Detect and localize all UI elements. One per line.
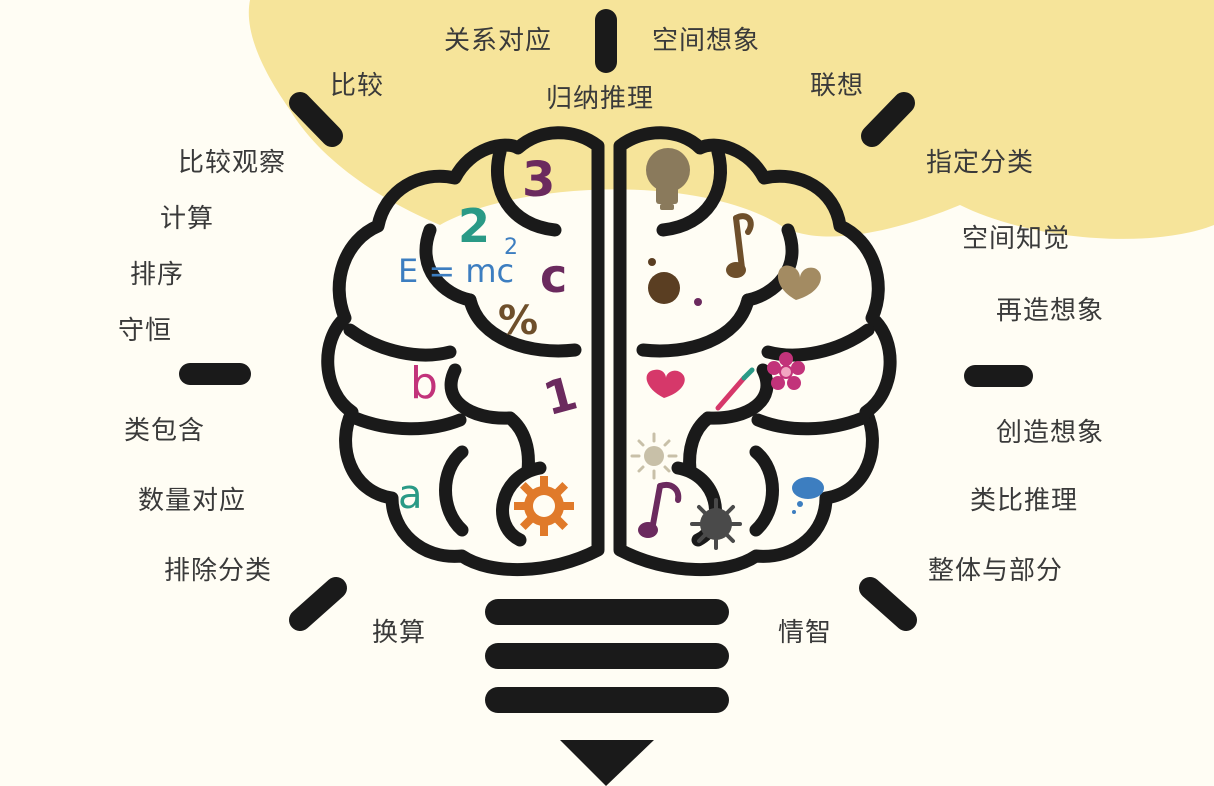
bulb-icon xyxy=(646,148,690,210)
splat-icon-2 xyxy=(690,498,742,550)
heart-icon-pink xyxy=(646,369,685,398)
heart-icon xyxy=(778,265,821,300)
ray-top-left xyxy=(289,92,343,147)
bulb-base xyxy=(485,599,729,713)
symbol-three: 3 xyxy=(522,152,555,208)
brain-right-fold-4 xyxy=(761,323,875,362)
label-analogical-reasoning: 类比推理 xyxy=(970,486,1079,516)
bulb-rays xyxy=(179,9,1033,631)
splat-icon xyxy=(648,258,702,306)
label-conversion: 换算 xyxy=(372,618,427,648)
brain-left-fold-7 xyxy=(503,411,535,477)
gear-icon xyxy=(514,476,574,536)
brain-right-fold-3 xyxy=(636,293,755,358)
label-compare-observe: 比较观察 xyxy=(178,148,287,178)
brain-left-fold-8 xyxy=(439,445,469,537)
brain-right-fold-7 xyxy=(683,411,715,477)
label-reproductive-imagination: 再造想象 xyxy=(996,296,1105,326)
brain-left-fold-3 xyxy=(463,293,582,358)
brain-left-fold-2 xyxy=(419,223,477,307)
label-quantity-correspondence: 数量对应 xyxy=(138,486,247,516)
symbol-two: 2 xyxy=(458,199,490,253)
glow-background xyxy=(248,0,1214,239)
brain-right-fold-8 xyxy=(749,445,779,537)
ray-bottom-left xyxy=(289,577,347,631)
brain-left-outline xyxy=(321,126,605,577)
label-inductive-reasoning: 归纳推理 xyxy=(546,84,655,114)
label-relation-correspondence: 关系对应 xyxy=(444,26,553,56)
symbol-c: c xyxy=(540,249,567,303)
symbol-formula: E = mc xyxy=(398,252,514,290)
brain-left-fold-6 xyxy=(348,411,467,436)
label-creative-imagination: 创造想象 xyxy=(996,418,1105,448)
bulb-tip xyxy=(560,740,654,786)
music-note-icon xyxy=(726,213,754,278)
label-class-inclusion: 类包含 xyxy=(124,416,206,446)
label-calculate: 计算 xyxy=(160,204,215,234)
ray-bottom-right xyxy=(859,577,917,631)
sun-icon xyxy=(630,432,678,480)
label-spatial-imagination: 空间想象 xyxy=(652,26,761,56)
symbol-superscript: 2 xyxy=(504,235,518,260)
label-spatial-perception: 空间知觉 xyxy=(962,224,1071,254)
symbol-a: a xyxy=(398,472,423,518)
brain-right-fold-1 xyxy=(656,145,728,237)
label-sort: 排序 xyxy=(130,260,185,290)
music-note-icon-2 xyxy=(638,482,682,538)
brain-left-fold-4 xyxy=(343,323,457,362)
brain-left-fold-9 xyxy=(496,461,547,547)
brain-right-fold-5 xyxy=(701,363,774,425)
symbol-percent: % xyxy=(498,298,538,344)
label-exclusion-classification: 排除分类 xyxy=(164,556,273,586)
symbol-b: b xyxy=(410,358,438,409)
brain-left-fold-5 xyxy=(444,363,517,425)
label-conservation: 守恒 xyxy=(118,316,173,346)
flower-icon xyxy=(767,352,805,390)
ray-top-right xyxy=(861,92,915,147)
brush-icon xyxy=(715,367,755,411)
label-designated-classification: 指定分类 xyxy=(926,148,1035,178)
brain-left-fold-1 xyxy=(490,145,562,237)
label-whole-and-part: 整体与部分 xyxy=(928,556,1064,586)
brain xyxy=(321,126,897,577)
brain-right-outline xyxy=(613,126,897,577)
cloud-icon xyxy=(792,477,824,514)
label-association: 联想 xyxy=(810,71,865,101)
symbol-one: 1 xyxy=(538,366,583,426)
brain-right-fold-6 xyxy=(751,411,870,436)
label-compare: 比较 xyxy=(330,71,385,101)
label-emotional-intelligence: 情智 xyxy=(778,618,833,648)
